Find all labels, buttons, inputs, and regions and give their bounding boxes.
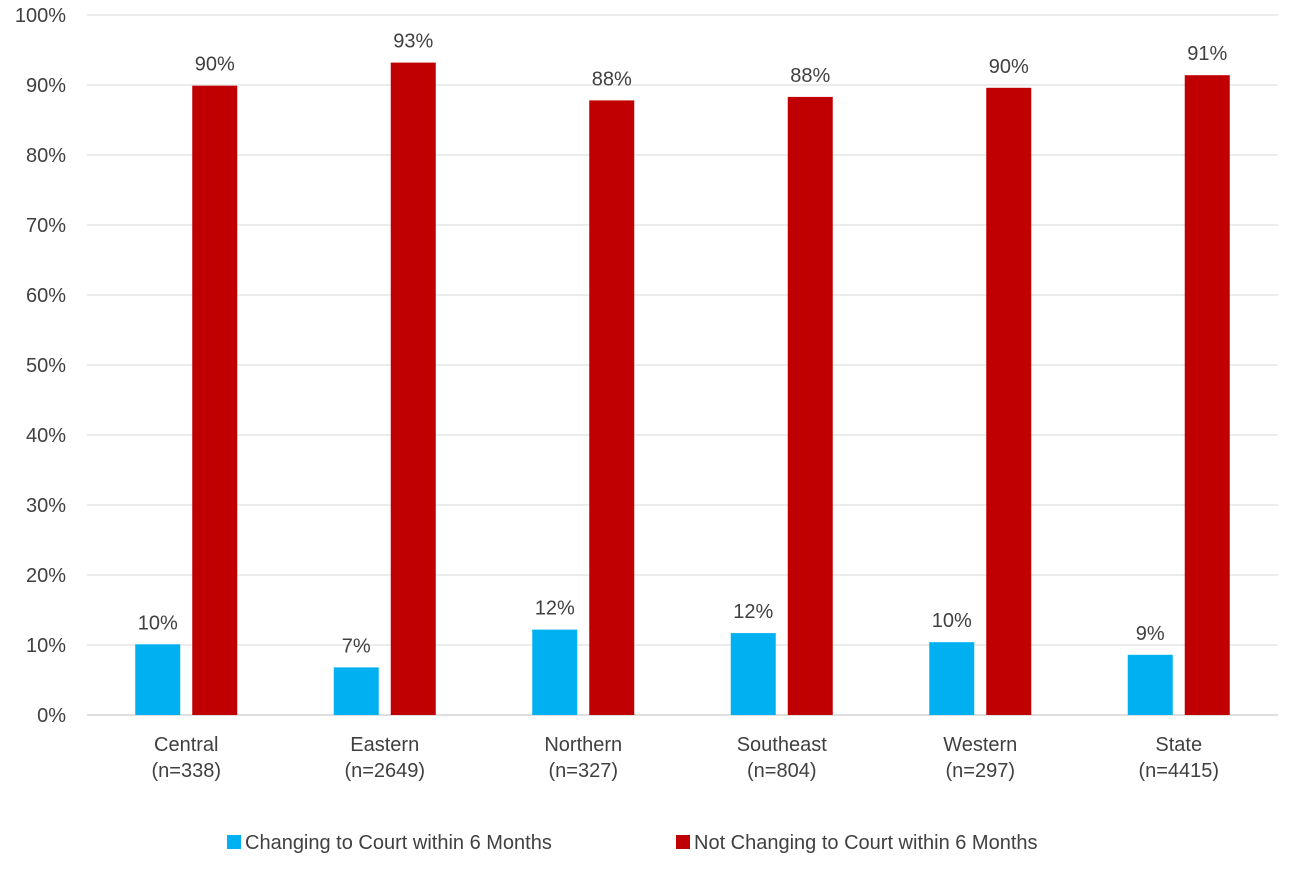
x-tick-label: Northern (544, 734, 622, 756)
bar-changing-northern (532, 629, 578, 715)
data-labels: 10% 90% 7% 93% 12% 88% 12% 88% 10% 90% 9% 91% (138, 31, 1228, 658)
y-tick-label: 80% (26, 145, 66, 167)
gridlines (87, 14, 1278, 716)
bar-changing-state (1127, 654, 1173, 715)
legend-label: Not Changing to Court within 6 Months (694, 832, 1038, 854)
y-tick-label: 90% (26, 75, 66, 97)
y-tick-label: 10% (26, 635, 66, 657)
legend-swatch (676, 835, 690, 849)
x-tick-sublabel: (n=804) (747, 760, 817, 782)
data-label: 10% (932, 610, 972, 632)
x-tick-label: Central (154, 734, 218, 756)
bars (135, 62, 1230, 716)
y-tick-label: 100% (15, 5, 66, 27)
data-label: 12% (733, 601, 773, 623)
x-tick-sublabel: (n=4415) (1138, 760, 1219, 782)
data-label: 88% (790, 65, 830, 87)
y-axis-tick-labels: 0% 10% 20% 30% 40% 50% 60% 70% 80% 90% 100% (15, 5, 66, 727)
x-tick-label: State (1155, 734, 1202, 756)
data-label: 7% (342, 635, 371, 657)
bar-changing-central (135, 644, 181, 715)
x-tick-sublabel: (n=327) (549, 760, 619, 782)
data-label: 88% (592, 68, 632, 90)
y-tick-label: 20% (26, 565, 66, 587)
data-label: 9% (1136, 623, 1165, 645)
x-tick-label: Eastern (350, 734, 419, 756)
data-label: 12% (535, 598, 575, 620)
x-tick-sublabel: (n=297) (946, 760, 1016, 782)
bar-not-changing-state (1184, 75, 1230, 715)
legend-label: Changing to Court within 6 Months (245, 832, 552, 854)
bar-not-changing-northern (589, 100, 635, 715)
bar-not-changing-western (986, 87, 1032, 716)
bar-not-changing-southeast (787, 96, 833, 715)
data-label: 90% (989, 56, 1029, 78)
legend-swatch (227, 835, 241, 849)
bar-not-changing-central (192, 85, 238, 715)
y-tick-label: 40% (26, 425, 66, 447)
bar-changing-eastern (333, 667, 379, 715)
data-label: 90% (195, 54, 235, 76)
legend: Changing to Court within 6 Months Not Cha… (227, 832, 1038, 854)
x-tick-label: Western (943, 734, 1017, 756)
bar-changing-western (929, 642, 975, 715)
data-label: 91% (1187, 43, 1227, 65)
x-tick-sublabel: (n=2649) (344, 760, 425, 782)
y-tick-label: 60% (26, 285, 66, 307)
x-tick-sublabel: (n=338) (152, 760, 222, 782)
y-tick-label: 0% (37, 705, 66, 727)
bar-not-changing-eastern (390, 62, 436, 716)
data-label: 10% (138, 612, 178, 634)
y-tick-label: 50% (26, 355, 66, 377)
x-axis-tick-labels: Central (n=338) Eastern (n=2649) Northern (n=… (152, 734, 1220, 782)
y-tick-label: 70% (26, 215, 66, 237)
y-tick-label: 30% (26, 495, 66, 517)
data-label: 93% (393, 31, 433, 53)
x-tick-label: Southeast (737, 734, 828, 756)
bar-changing-southeast (730, 633, 776, 715)
